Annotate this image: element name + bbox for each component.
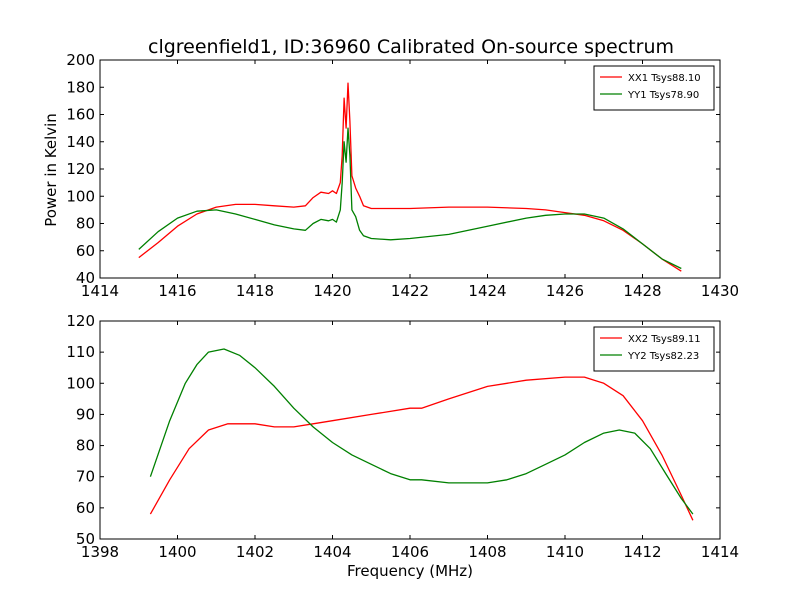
legend-box [593, 65, 715, 111]
y-tick-label: 50 [76, 530, 95, 548]
y-tick-label: 180 [66, 78, 95, 96]
series-line-2-1 [149, 376, 694, 521]
x-tick-label: 1416 [158, 282, 196, 300]
x-tick-label: 1400 [158, 543, 196, 561]
legend-label: XX2 Tsys89.11 [628, 334, 701, 345]
y-tick-label: 120 [66, 312, 95, 330]
x-tick-label: 1404 [313, 543, 351, 561]
x-tick-label: 1412 [623, 543, 661, 561]
x-tick-label: 1426 [546, 282, 584, 300]
x-tick-label: 1414 [701, 543, 739, 561]
y-tick-label: 80 [76, 437, 95, 455]
y-tick-label: 60 [76, 499, 95, 517]
series-line-1-2 [138, 127, 682, 270]
x-tick-label: 1430 [701, 282, 739, 300]
y-tick-label: 90 [76, 405, 95, 423]
legend-box [593, 326, 715, 372]
y-tick-label: 200 [66, 51, 95, 69]
x-tick-label: 1406 [391, 543, 429, 561]
x-tick-label: 1418 [236, 282, 274, 300]
x-tick-label: 1428 [623, 282, 661, 300]
y-tick-label: 40 [76, 269, 95, 287]
legend-label: YY2 Tsys82.23 [627, 351, 699, 362]
legend: XX1 Tsys88.10 YY1 Tsys78.90 [593, 65, 715, 111]
chart-title: clgreenfield1, ID:36960 Calibrated On-so… [148, 36, 674, 58]
y-tick-label: 80 [76, 215, 95, 233]
legend-label: XX1 Tsys88.10 [628, 73, 701, 84]
y-tick-label: 100 [66, 187, 95, 205]
x-tick-label: 1402 [236, 543, 274, 561]
y-tick-label: 60 [76, 242, 95, 260]
x-tick-label: 1424 [468, 282, 506, 300]
y-tick-label: 160 [66, 106, 95, 124]
x-tick-label: 1410 [546, 543, 584, 561]
series-line-2-2 [149, 348, 694, 515]
x-tick-label: 1420 [313, 282, 351, 300]
y-tick-label: 100 [66, 374, 95, 392]
y-tick-label: 70 [76, 468, 95, 486]
panel-1: 1414 1416 1418 1420 1422 1424 1426 1428 1430 40 60… [42, 51, 739, 300]
x-axis-label: Frequency (MHz) [347, 562, 473, 580]
y-tick-label: 140 [66, 133, 95, 151]
x-tick-label: 1408 [468, 543, 506, 561]
y-axis-label: Power in Kelvin [42, 113, 60, 227]
legend: XX2 Tsys89.11 YY2 Tsys82.23 [593, 326, 715, 372]
y-tick-label: 110 [66, 343, 95, 361]
panel-2: 1398 1400 1402 1404 1406 1408 1410 1412 1414 50 60… [66, 312, 739, 580]
x-tick-label: 1414 [81, 282, 119, 300]
series-line-1-1 [138, 82, 682, 272]
x-tick-label: 1422 [391, 282, 429, 300]
x-tick-label: 1398 [81, 543, 119, 561]
legend-label: YY1 Tsys78.90 [627, 90, 699, 101]
y-tick-label: 120 [66, 160, 95, 178]
